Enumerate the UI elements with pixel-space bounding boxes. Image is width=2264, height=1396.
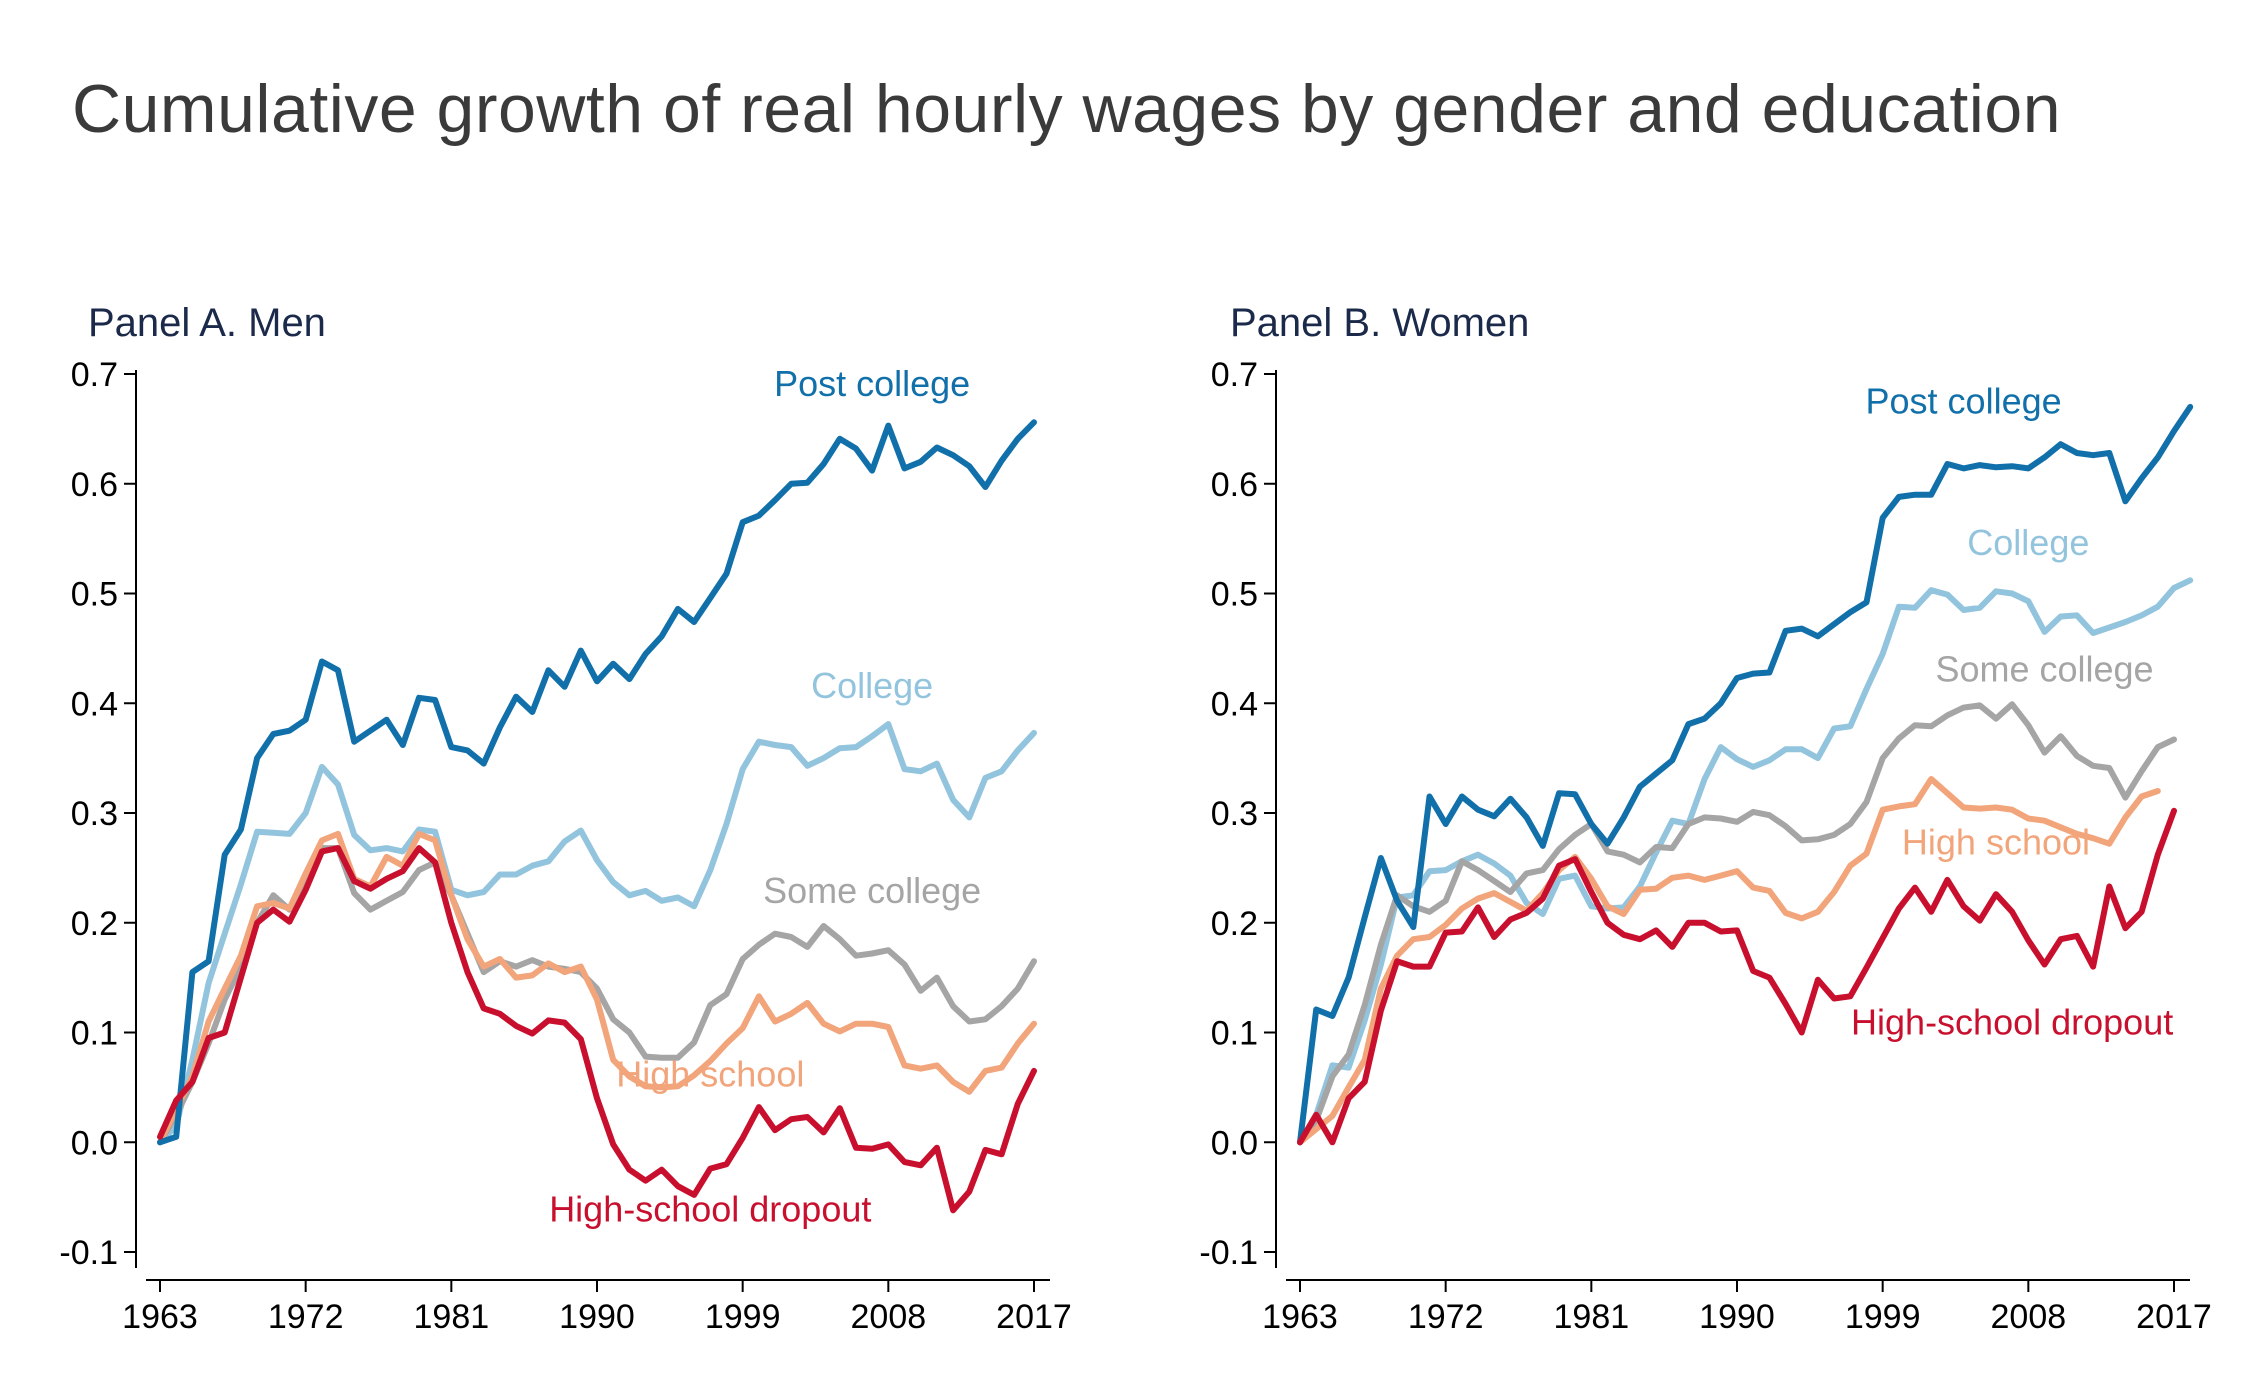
panel-women: Panel B. Women -0.1 0.0 0.1 0.2 0.3 0.4 0.5 0.6 0… <box>1199 301 2211 1336</box>
series-label-college: College <box>1967 522 2089 563</box>
series-line-high-school <box>1297 776 2161 1146</box>
y-tick-label: 0.2 <box>71 905 118 943</box>
series-label-high-school-dropout: High-school dropout <box>1851 1002 2173 1043</box>
y-tick-label: 0.0 <box>1211 1124 1258 1162</box>
series-label-some-college: Some college <box>1935 648 2153 689</box>
y-tick-label: 0.0 <box>71 1124 118 1162</box>
series-label-some-college: Some college <box>763 870 981 911</box>
x-tick-label: 1963 <box>122 1298 198 1336</box>
x-tick-label: 1972 <box>1408 1298 1484 1336</box>
series-line-college <box>157 721 1037 1146</box>
y-tick-label: 0.6 <box>1211 466 1258 504</box>
panel-title-men: Panel A. Men <box>88 301 326 345</box>
y-tick-label: -0.1 <box>1199 1234 1258 1272</box>
y-tick-label: 0.5 <box>71 576 118 614</box>
series-line-high-school <box>157 830 1037 1146</box>
panel-title-women: Panel B. Women <box>1230 301 1529 345</box>
x-tick-label: 2008 <box>851 1298 927 1336</box>
y-tick-label: 0.4 <box>71 685 118 723</box>
x-tick-label: 1990 <box>559 1298 635 1336</box>
y-tick-label: 0.3 <box>71 795 118 833</box>
y-tick-label: -0.1 <box>59 1234 118 1272</box>
series-label-post-college: Post college <box>774 363 970 404</box>
y-tick-label: 0.4 <box>1211 685 1258 723</box>
series-label-high-school: High school <box>1902 822 2090 863</box>
series-label-high-school: High school <box>616 1053 804 1094</box>
series-label-high-school-dropout: High-school dropout <box>549 1188 871 1229</box>
x-tick-label: 2008 <box>1991 1298 2067 1336</box>
x-tick-label: 2017 <box>996 1298 1072 1336</box>
series-line-college <box>1297 577 2194 1146</box>
chart-main-title: Cumulative growth of real hourly wages b… <box>72 71 2062 147</box>
series-line-high-school-dropout <box>1297 807 2177 1146</box>
panel-men: Panel A. Men -0.1 0.0 0.1 0.2 0.3 0.4 0.5 0.6 0.7… <box>59 301 1071 1336</box>
x-tick-label: 1981 <box>414 1298 490 1336</box>
x-tick-label: 1963 <box>1262 1298 1338 1336</box>
x-tick-label: 1972 <box>268 1298 344 1336</box>
x-tick-label: 1999 <box>1845 1298 1921 1336</box>
x-tick-label: 1981 <box>1554 1298 1630 1336</box>
series-label-college: College <box>811 665 933 706</box>
x-tick-label: 1990 <box>1699 1298 1775 1336</box>
series-line-post-college <box>157 419 1037 1146</box>
series-line-some-college <box>1297 701 2177 1146</box>
y-tick-label: 0.3 <box>1211 795 1258 833</box>
y-tick-label: 0.1 <box>1211 1015 1258 1053</box>
series-label-post-college: Post college <box>1866 381 2062 422</box>
y-tick-label: 0.5 <box>1211 576 1258 614</box>
x-tick-label: 1999 <box>705 1298 781 1336</box>
x-tick-label: 2017 <box>2136 1298 2212 1336</box>
y-tick-label: 0.7 <box>71 356 118 394</box>
y-tick-label: 0.1 <box>71 1015 118 1053</box>
y-tick-label: 0.6 <box>71 466 118 504</box>
y-tick-label: 0.2 <box>1211 905 1258 943</box>
series-line-high-school-dropout <box>157 845 1037 1214</box>
y-tick-label: 0.7 <box>1211 356 1258 394</box>
series-line-post-college <box>1297 403 2194 1146</box>
